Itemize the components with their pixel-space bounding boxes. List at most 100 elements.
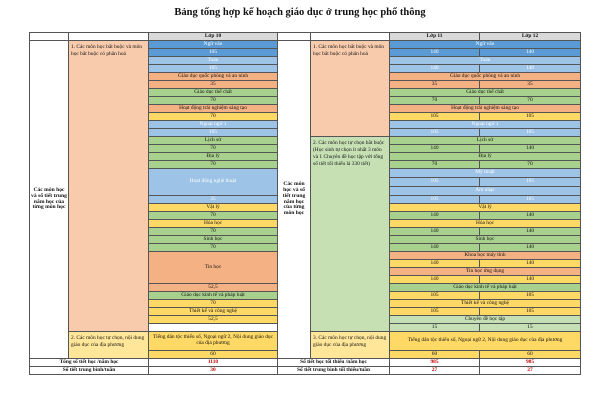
right-p12-cell: 105 — [479, 128, 581, 137]
header-blank — [310, 32, 390, 41]
left-period-cell: 70 — [148, 299, 278, 308]
right-p11-cell: 35 — [389, 80, 480, 89]
left-subject-cell: Giáo dục thể chất — [148, 88, 278, 97]
right-avg-p11: 27 — [389, 366, 480, 375]
right-subject-cell: Mỹ thuật — [389, 168, 581, 178]
left-period-cell: 35 — [148, 80, 278, 89]
right-subject-cell: Thiết kế và công nghệ — [389, 299, 581, 308]
right-avg-p12: 27 — [479, 366, 581, 375]
right-p11-cell: 140 — [389, 259, 480, 268]
right-subject-cell: Giáo dục thể chất — [389, 88, 581, 97]
right-p11-cell: 140 — [389, 64, 480, 73]
left-total-label: Tổng số tiết học /năm học — [29, 358, 149, 367]
right-subject-cell: Ngoại ngữ 1 — [389, 120, 581, 129]
right-p12-cell: 35 — [479, 80, 581, 89]
left-group1-label: 1. Các môn học bắt buộc và môn học bắt b… — [68, 40, 149, 332]
right-group2-label: 2. Các môn học tự chọn bắt buộc (Học sin… — [310, 136, 390, 332]
right-p12-cell: 140 — [479, 144, 581, 153]
right-p12-cell: 15 — [479, 323, 581, 332]
right-p12-cell: 105 — [479, 112, 581, 121]
right-p12-cell: 105 — [479, 195, 581, 204]
right-p12-cell: 140 — [479, 259, 581, 268]
right-subject-cell: Hoạt động trải nghiệm sáng tạo — [389, 104, 581, 113]
right-p11-cell: 70 — [389, 160, 480, 169]
right-p12-cell: 140 — [479, 48, 581, 57]
left-period-cell: 52,5 — [148, 283, 278, 292]
left-period-cell: 105 — [148, 64, 278, 73]
right-total-label: Số tiết học tối thiểu /năm học — [277, 358, 390, 367]
left-subject-cell: Hoạt động nghệ thuật — [148, 168, 278, 196]
left-lead-cell: Các môn học và số tiết trung năm học của… — [29, 40, 69, 359]
right-subject-cell: Ngữ văn — [389, 40, 581, 49]
left-avg-value: 30 — [148, 366, 278, 375]
left-subject-cell: Giáo dục quốc phòng và an ninh — [148, 72, 278, 81]
right-p11-cell: 140 — [389, 211, 480, 220]
left-subject-cell: Ngoại ngữ 1 — [148, 120, 278, 129]
left-period-cell: 70 — [148, 227, 278, 236]
header-blank — [277, 32, 311, 41]
right-elective-p12: 60 — [479, 350, 581, 359]
right-p12-cell: 105 — [479, 291, 581, 300]
left-period-cell: 70 — [148, 144, 278, 153]
right-p11-cell: 70 — [389, 96, 480, 105]
left-period-cell: 35 — [148, 195, 278, 204]
right-group3-label: 3. Các môn học tự chọn, nội dung giáo dụ… — [310, 331, 390, 359]
left-subject-cell: Toán — [148, 56, 278, 65]
right-p11-cell: 105 — [389, 291, 480, 300]
education-plan-table: Lớp 10 Lớp 11 Lớp 12 Các môn học và số t… — [29, 32, 581, 375]
left-group2-label: 2. Các môn học tự chọn, nội dung giáo dụ… — [68, 331, 149, 359]
left-subject-cell: Địa lý — [148, 152, 278, 161]
right-p12-cell: 70 — [479, 160, 581, 169]
right-elective-p11: 60 — [389, 350, 480, 359]
left-period-cell: 105 — [148, 48, 278, 57]
right-p11-cell: 105 — [389, 112, 480, 121]
left-elective-periods: 60 — [148, 350, 278, 359]
page-title: Bảng tổng hợp kế hoạch giáo dục ở trung … — [174, 7, 426, 18]
right-p11-cell: 140 — [389, 48, 480, 57]
right-p12-cell: 105 — [479, 307, 581, 316]
right-p11-cell: 140 — [389, 275, 480, 284]
right-group1-label: 1. Các môn học bắt buộc và môn học bắt b… — [310, 40, 390, 137]
right-p11-cell: 140 — [389, 144, 480, 153]
left-subject-cell: Hóa học — [148, 219, 278, 228]
left-subject-cell: Thiết kế và công nghệ — [148, 307, 278, 316]
right-subject-cell: Lịch sử — [389, 136, 581, 145]
left-subject-cell: Hoạt động trải nghiệm sáng tạo — [148, 104, 278, 113]
right-p12-cell: 140 — [479, 275, 581, 284]
header-row: Lớp 10 Lớp 11 Lớp 12 — [29, 32, 581, 41]
header-lop10: Lớp 10 — [148, 32, 278, 41]
right-subject-cell: Toán — [389, 56, 581, 65]
right-p11-cell: 105 — [389, 177, 480, 187]
right-p11-cell: 15 — [389, 323, 480, 332]
right-p11-cell: 105 — [389, 195, 480, 204]
left-subject-cell: Sinh học — [148, 235, 278, 244]
left-period-cell: 52,5 — [148, 315, 278, 324]
left-period-cell: 70 — [148, 112, 278, 121]
right-avg-label: Số tiết trung bình tối thiểu/tuần — [277, 366, 390, 375]
left-period-cell: 70 — [148, 160, 278, 169]
left-blank-cell — [148, 323, 278, 332]
left-period-cell: 70 — [148, 96, 278, 105]
right-p11-cell: 105 — [389, 307, 480, 316]
right-subject-cell: Giáo dục quốc phòng và an ninh — [389, 72, 581, 81]
right-p12-cell: 70 — [479, 96, 581, 105]
right-p12-cell: 140 — [479, 243, 581, 252]
left-period-cell: 70 — [148, 243, 278, 252]
left-subject-cell: Giáo dục kinh tế và pháp luật — [148, 291, 278, 300]
header-blank — [68, 32, 149, 41]
left-subject-cell: Lịch sử — [148, 136, 278, 145]
right-subject-cell: Chuyên đề học tập — [389, 315, 581, 324]
left-period-cell: 70 — [148, 211, 278, 220]
right-p12-cell: 105 — [479, 177, 581, 187]
right-total-p11: 985 — [389, 358, 480, 367]
header-lop11: Lớp 11 — [389, 32, 480, 41]
right-subject-cell: Âm nhạc — [389, 186, 581, 196]
header-blank — [29, 32, 69, 41]
left-total-value: 1110 — [148, 358, 278, 367]
right-subject-cell: Sinh học — [389, 235, 581, 244]
header-lop12: Lớp 12 — [479, 32, 581, 41]
left-period-cell: 105 — [148, 128, 278, 137]
right-p12-cell: 140 — [479, 227, 581, 236]
right-subject-cell: Vật lý — [389, 203, 581, 212]
right-lead-cell: Các môn học và số tiết trung năm học của… — [277, 40, 311, 359]
